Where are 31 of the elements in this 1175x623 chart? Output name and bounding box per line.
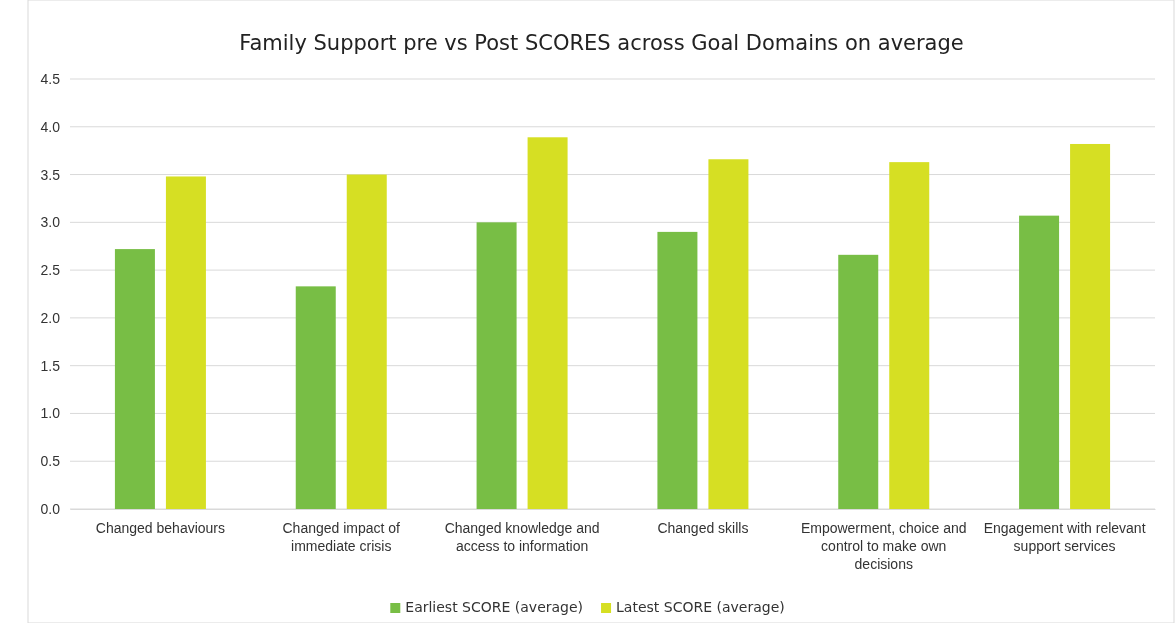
y-tick-label: 3.5 [40, 166, 61, 183]
bar [346, 174, 387, 509]
y-tick-label: 1.5 [40, 357, 61, 374]
y-tick-label: 4.0 [40, 118, 61, 135]
bar [1019, 215, 1060, 509]
x-tick-label: Changed impact of immediate crisis [282, 519, 401, 555]
y-tick-label: 2.5 [40, 262, 61, 279]
y-tick-label: 0.0 [40, 500, 61, 517]
bar [657, 231, 698, 509]
bar [114, 249, 155, 509]
bar [527, 137, 568, 509]
x-tick-label: Engagement with relevant support services [983, 519, 1146, 555]
y-tick-label: 0.5 [40, 453, 61, 470]
y-tick-label: 4.5 [40, 70, 61, 87]
bar [708, 159, 749, 509]
y-tick-label: 1.0 [40, 405, 61, 422]
x-tick-label: Changed behaviours [95, 519, 226, 536]
bar [165, 176, 206, 509]
x-tick-label: Changed knowledge and access to information [444, 519, 600, 555]
bar [838, 254, 879, 509]
y-tick-label: 3.0 [40, 214, 61, 231]
bar [889, 162, 930, 509]
bar [476, 222, 517, 509]
x-tick-label: Empowerment, choice and control to make own decisions [800, 519, 967, 573]
bar [1070, 143, 1111, 509]
legend-label: Latest SCORE (average) [616, 599, 785, 615]
legend-label: Earliest SCORE (average) [405, 599, 584, 615]
x-tick-label: Changed skills [657, 519, 749, 536]
chart-title: Family Support pre vs Post SCORES across Goal Domains on average [239, 31, 964, 55]
y-tick-label: 2.0 [40, 309, 61, 326]
bar [295, 286, 336, 509]
